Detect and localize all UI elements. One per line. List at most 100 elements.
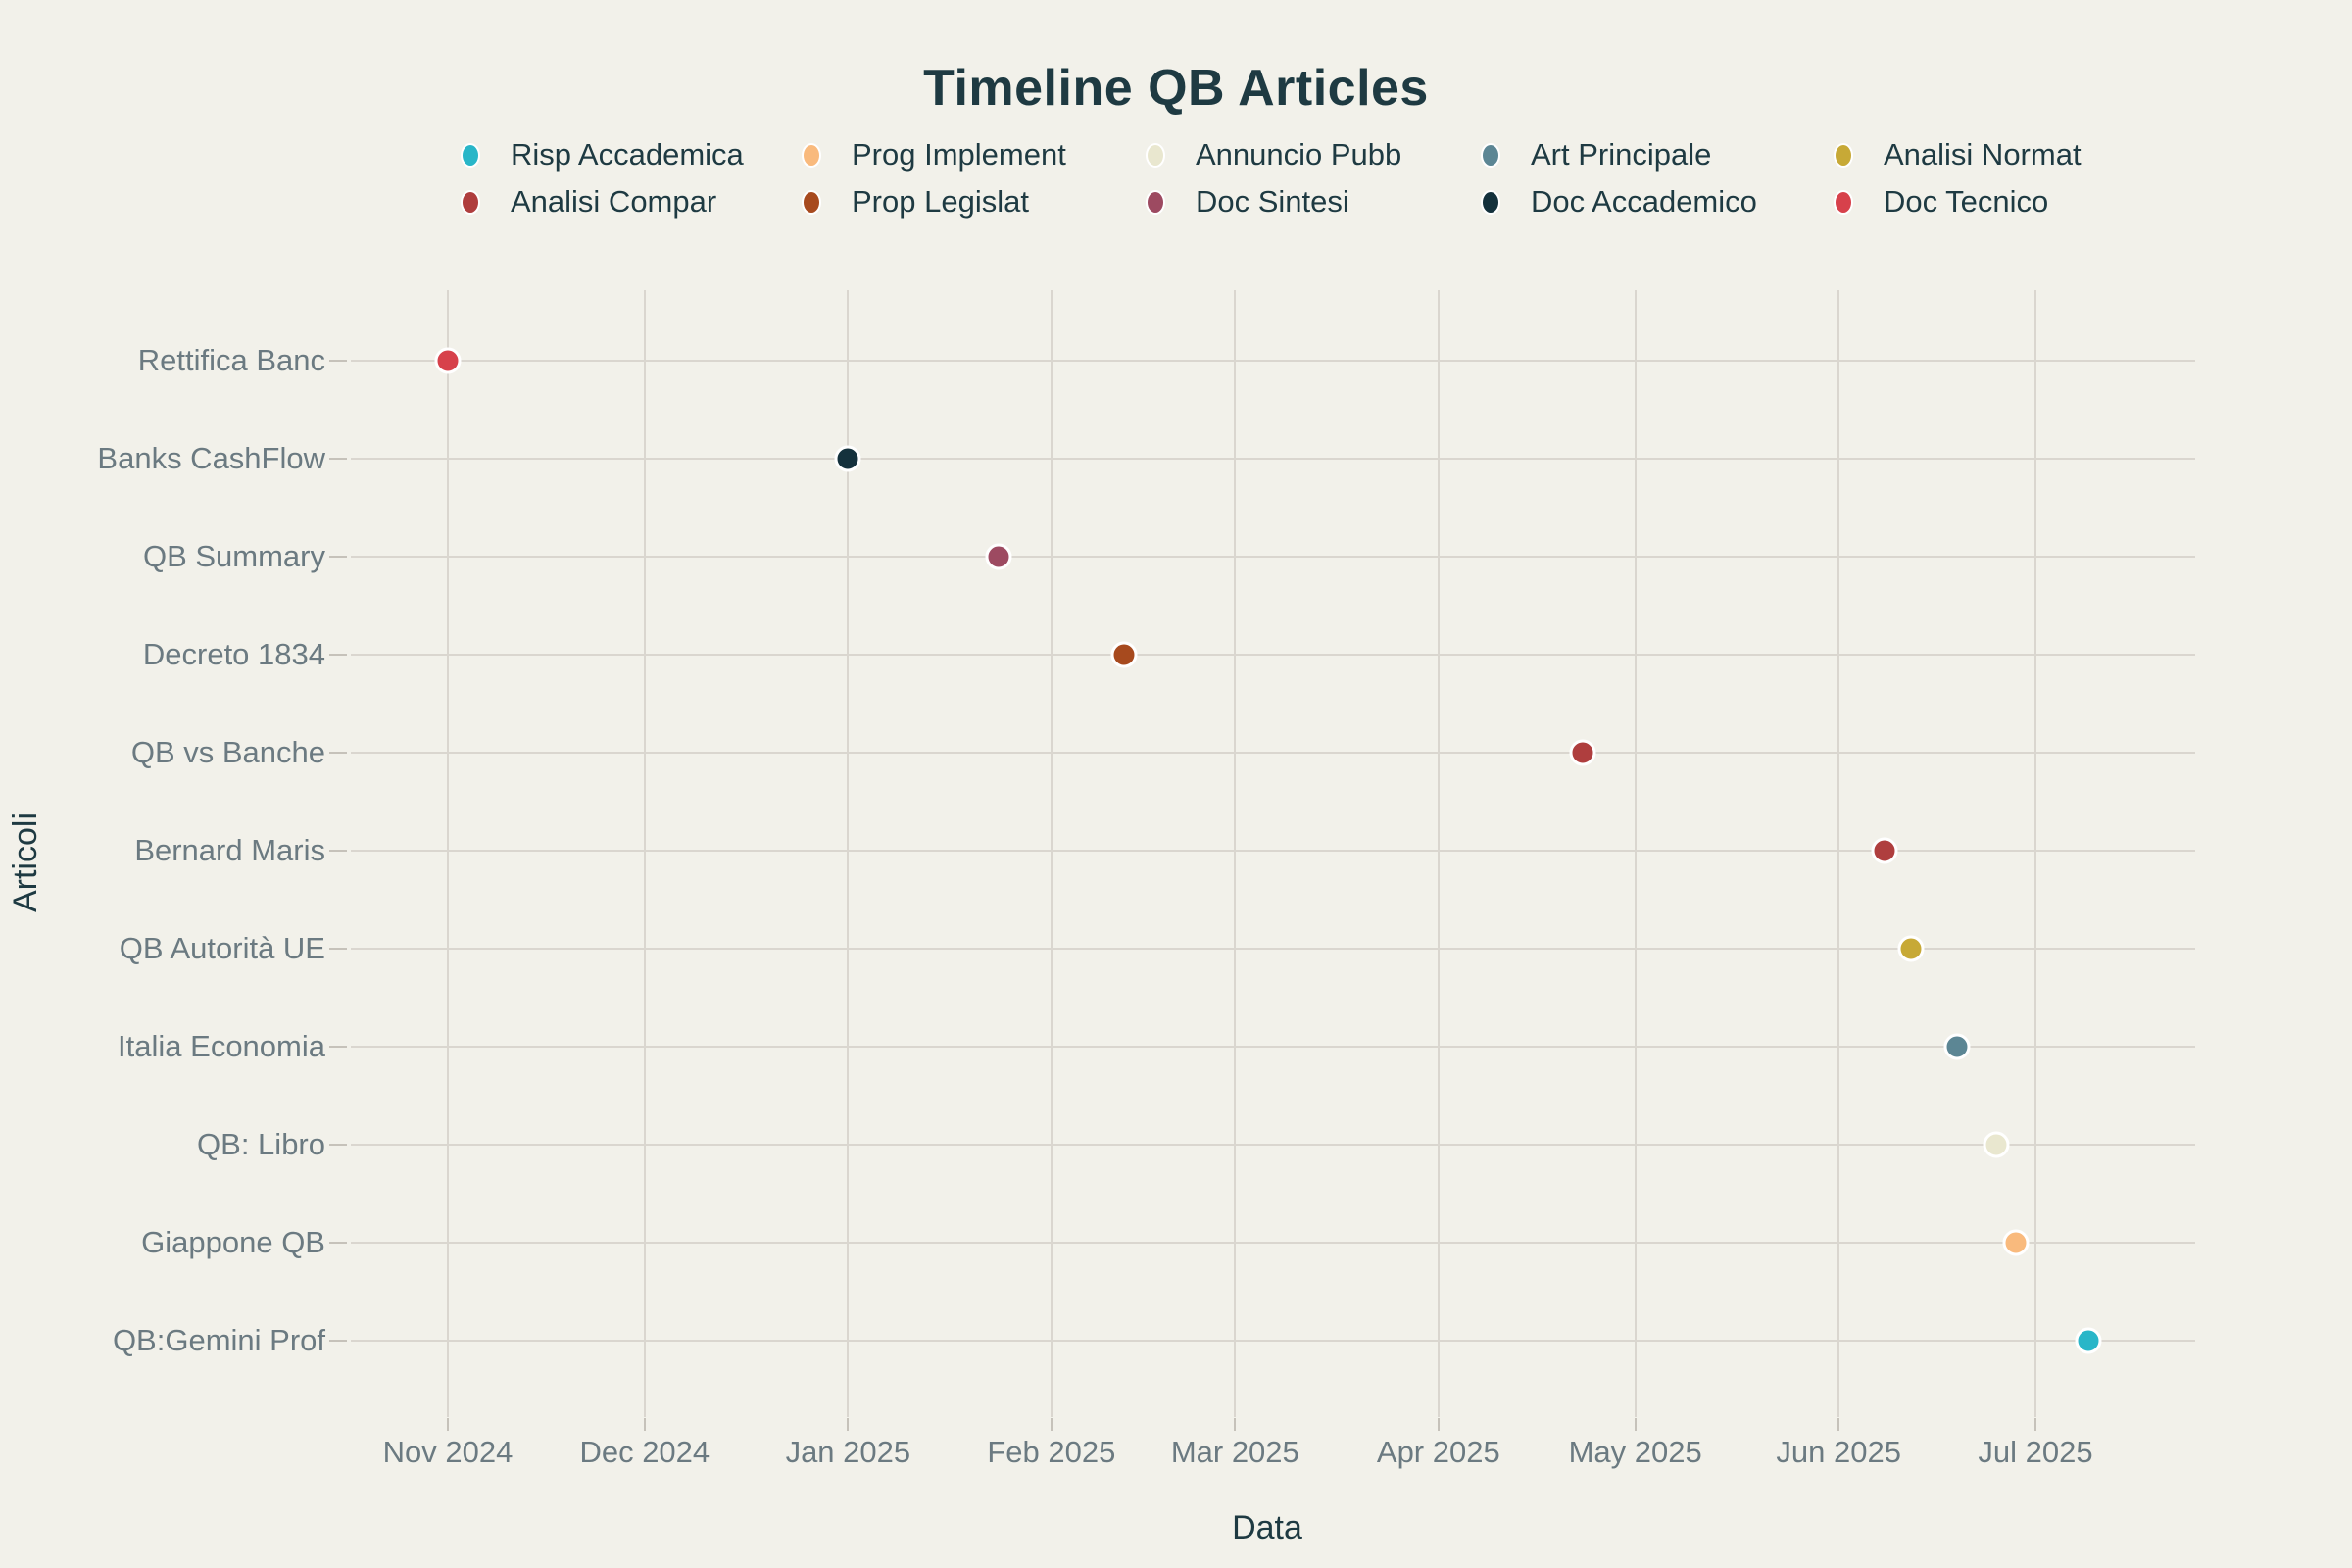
- data-point[interactable]: [1110, 641, 1137, 668]
- legend-swatch-icon: [1146, 189, 1165, 215]
- v-gridline: [447, 290, 449, 1417]
- x-tick: [1437, 1418, 1440, 1431]
- legend-swatch-icon: [1146, 142, 1165, 168]
- y-tick-label: QB Summary: [142, 539, 325, 573]
- legend-label: Prog Implement: [852, 137, 1066, 172]
- x-tick-label: May 2025: [1568, 1435, 1702, 1469]
- legend-label: Art Principale: [1531, 137, 1712, 172]
- h-gridline: [351, 850, 2195, 852]
- legend-item[interactable]: Art Principale: [1481, 135, 1711, 174]
- data-point[interactable]: [1897, 935, 1925, 962]
- data-point[interactable]: [2075, 1327, 2102, 1354]
- chart-title: Timeline QB Articles: [923, 60, 1429, 117]
- y-axis-title: Articoli: [7, 811, 44, 913]
- v-gridline: [1050, 290, 1053, 1417]
- y-tick-label: Rettifica Banc: [137, 343, 325, 377]
- legend-label: Annuncio Pubb: [1196, 137, 1402, 172]
- legend-item[interactable]: Prop Legislat: [802, 182, 1029, 221]
- v-gridline: [1634, 290, 1637, 1417]
- h-gridline: [351, 360, 2195, 362]
- legend-label: Prop Legislat: [852, 184, 1029, 219]
- legend-label: Doc Accademico: [1531, 184, 1757, 219]
- x-tick: [447, 1418, 449, 1431]
- legend-label: Doc Tecnico: [1884, 184, 2049, 219]
- x-tick: [1838, 1418, 1840, 1431]
- data-point[interactable]: [985, 543, 1012, 570]
- v-gridline: [847, 290, 850, 1417]
- h-gridline: [351, 654, 2195, 656]
- h-gridline: [351, 948, 2195, 950]
- y-tick: [329, 850, 347, 852]
- y-tick: [329, 654, 347, 656]
- y-tick: [329, 556, 347, 558]
- v-gridline: [2034, 290, 2036, 1417]
- h-gridline: [351, 1242, 2195, 1244]
- legend-item[interactable]: Prog Implement: [802, 135, 1066, 174]
- v-gridline: [1437, 290, 1440, 1417]
- x-tick-label: Feb 2025: [987, 1435, 1116, 1469]
- y-tick: [329, 948, 347, 950]
- legend-item[interactable]: Doc Tecnico: [1834, 182, 2048, 221]
- data-point[interactable]: [2002, 1229, 2030, 1256]
- h-gridline: [351, 1144, 2195, 1146]
- y-tick: [329, 1144, 347, 1146]
- x-tick-label: Jul 2025: [1978, 1435, 2093, 1469]
- legend-swatch-icon: [802, 189, 821, 215]
- x-tick: [2034, 1418, 2036, 1431]
- legend-label: Risp Accademica: [511, 137, 744, 172]
- x-tick: [1634, 1418, 1637, 1431]
- legend-label: Doc Sintesi: [1196, 184, 1349, 219]
- h-gridline: [351, 752, 2195, 754]
- v-gridline: [643, 290, 646, 1417]
- y-tick-label: QB:Gemini Prof: [112, 1323, 325, 1357]
- y-tick-label: QB Autorità UE: [119, 931, 325, 965]
- h-gridline: [351, 1340, 2195, 1342]
- legend: Risp Accademica Prog Implement Annuncio Pu…: [0, 0, 2352, 235]
- y-tick: [329, 752, 347, 754]
- y-tick: [329, 1242, 347, 1244]
- y-tick: [329, 1046, 347, 1048]
- legend-item[interactable]: Risp Accademica: [461, 135, 744, 174]
- legend-item[interactable]: Analisi Normat: [1834, 135, 2082, 174]
- v-gridline: [1838, 290, 1840, 1417]
- y-tick: [329, 360, 347, 362]
- y-tick-label: Bernard Maris: [134, 833, 325, 867]
- legend-swatch-icon: [461, 142, 480, 168]
- legend-swatch-icon: [1834, 142, 1853, 168]
- x-tick: [643, 1418, 646, 1431]
- x-tick-label: Apr 2025: [1376, 1435, 1500, 1469]
- legend-item[interactable]: Doc Sintesi: [1146, 182, 1349, 221]
- legend-swatch-icon: [1834, 189, 1853, 215]
- data-point[interactable]: [1871, 837, 1898, 864]
- legend-swatch-icon: [1481, 189, 1500, 215]
- y-tick-label: Banks CashFlow: [97, 441, 325, 475]
- x-axis-title: Data: [1232, 1509, 1302, 1546]
- x-tick: [847, 1418, 850, 1431]
- x-tick: [1050, 1418, 1053, 1431]
- data-point[interactable]: [434, 347, 462, 374]
- data-point[interactable]: [1569, 739, 1596, 766]
- h-gridline: [351, 1046, 2195, 1048]
- v-gridline: [1234, 290, 1237, 1417]
- y-tick-label: QB vs Banche: [130, 735, 325, 769]
- data-point[interactable]: [834, 445, 861, 472]
- legend-label: Analisi Normat: [1884, 137, 2082, 172]
- x-tick-label: Mar 2025: [1170, 1435, 1299, 1469]
- y-tick-label: Decreto 1834: [142, 637, 325, 671]
- legend-swatch-icon: [461, 189, 480, 215]
- legend-item[interactable]: Doc Accademico: [1481, 182, 1757, 221]
- y-tick-label: QB: Libro: [197, 1127, 325, 1161]
- x-tick-label: Jun 2025: [1776, 1435, 1901, 1469]
- y-tick: [329, 458, 347, 460]
- y-tick-label: Giappone QB: [141, 1225, 325, 1259]
- legend-item[interactable]: Annuncio Pubb: [1146, 135, 1401, 174]
- data-point[interactable]: [1943, 1033, 1971, 1060]
- x-tick-label: Dec 2024: [579, 1435, 710, 1469]
- y-tick: [329, 1340, 347, 1342]
- y-tick-label: Italia Economia: [118, 1029, 325, 1063]
- legend-item[interactable]: Analisi Compar: [461, 182, 716, 221]
- x-tick: [1234, 1418, 1237, 1431]
- legend-swatch-icon: [802, 142, 821, 168]
- data-point[interactable]: [1983, 1131, 2010, 1158]
